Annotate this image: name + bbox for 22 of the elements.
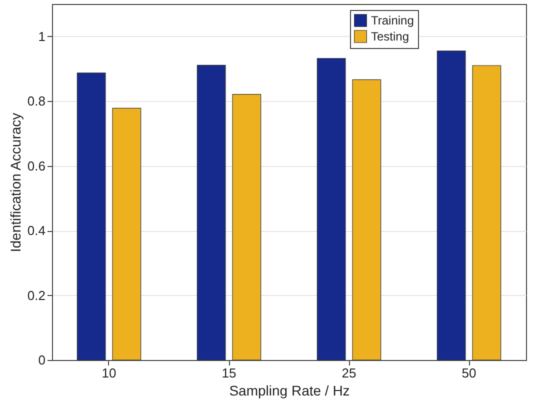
y-tick-label: 0.8 xyxy=(27,94,46,109)
x-tick-label: 15 xyxy=(222,366,236,380)
y-axis-title: Identification Accuracy xyxy=(7,112,24,252)
bar xyxy=(112,108,142,360)
x-tick-label: 25 xyxy=(342,366,356,380)
legend-label: Testing xyxy=(371,30,410,44)
bar xyxy=(352,79,382,360)
x-axis-title: Sampling Rate / Hz xyxy=(229,382,350,398)
bar xyxy=(472,65,502,360)
y-tick-label: 0.6 xyxy=(27,158,46,174)
bar xyxy=(196,64,226,360)
bar xyxy=(76,72,106,360)
x-tick-label: 50 xyxy=(462,366,476,380)
legend-label: Training xyxy=(371,14,414,28)
y-tick-label: 0.2 xyxy=(27,288,46,303)
bar xyxy=(232,94,262,360)
y-tick-label: 0.4 xyxy=(27,223,46,238)
bar xyxy=(436,50,466,360)
bar xyxy=(316,58,346,360)
x-tick-label: 10 xyxy=(102,366,116,380)
y-tick-label: 0 xyxy=(38,352,46,368)
y-tick-label: 1 xyxy=(38,28,46,44)
